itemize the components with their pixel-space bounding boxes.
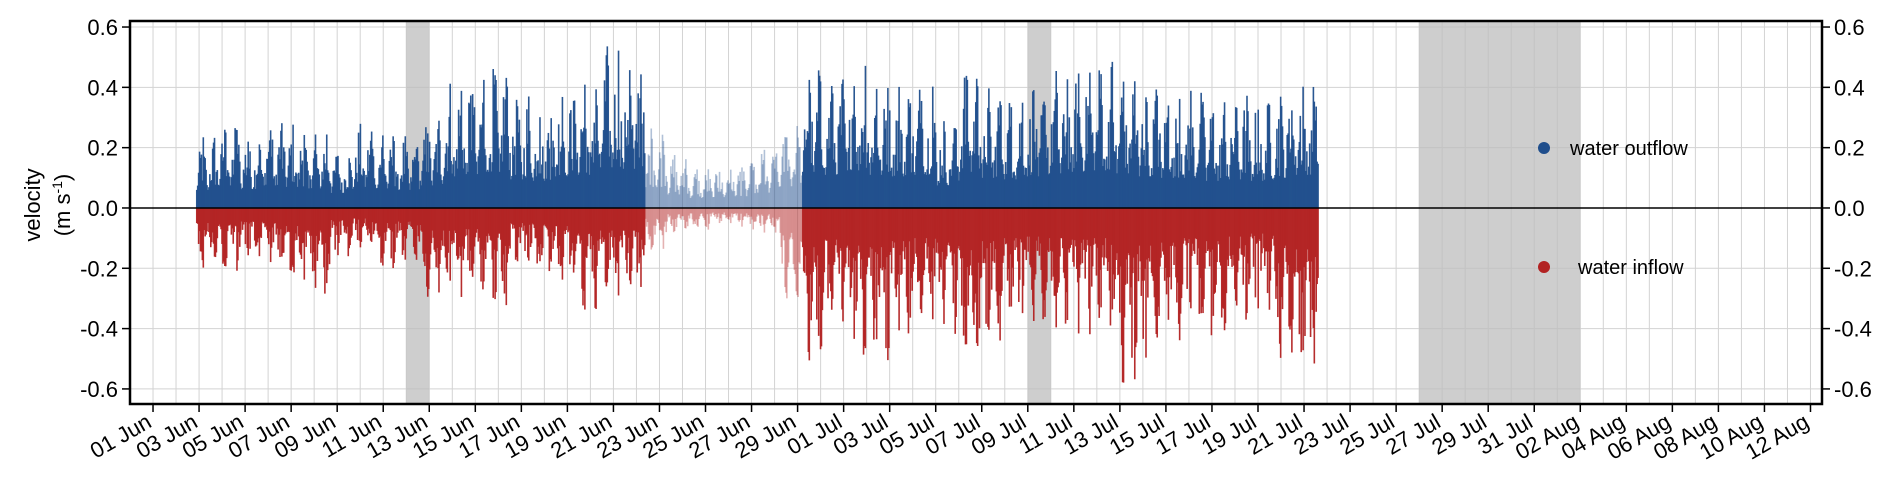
y-tick-label-right: -0.6 [1834,377,1872,402]
y-tick-label-right: -0.2 [1834,256,1872,281]
y-tick-label-right: 0.6 [1834,15,1865,40]
legend-outflow-marker [1538,142,1550,154]
legend-inflow-label: water inflow [1577,257,1684,279]
y-axis-right: -0.6 -0.4 -0.2 0.0 0.2 0.4 0.6 [1822,15,1872,402]
shaded-period [1419,21,1581,404]
y-tick-label-right: 0.0 [1834,196,1865,221]
velocity-bars [195,46,1319,383]
y-tick-label-left: 0.6 [87,15,118,40]
y-tick-label-left: 0.0 [87,196,118,221]
y-axis-title: velocity (m s-1) [20,168,75,241]
y-tick-label-right: 0.2 [1834,136,1865,161]
plot-frame [128,19,1824,406]
y-tick-label-left: 0.4 [87,75,118,100]
y-tick-label-left: -0.6 [80,377,118,402]
legend: water outflow water inflow [1538,138,1688,279]
y-tick-label-left: -0.2 [80,256,118,281]
y-axis-unit: (m s-1) [49,174,75,237]
y-axis-left: -0.6 -0.4 -0.2 0.0 0.2 0.4 0.6 [80,15,130,402]
y-axis-label: velocity [20,168,45,241]
legend-outflow-label: water outflow [1569,138,1688,160]
y-tick-label-right: -0.4 [1834,317,1872,342]
y-tick-label-right: 0.4 [1834,75,1865,100]
legend-inflow-marker [1538,261,1550,273]
y-tick-label-left: -0.4 [80,317,118,342]
y-tick-label-left: 0.2 [87,136,118,161]
plot-border [128,19,1824,406]
